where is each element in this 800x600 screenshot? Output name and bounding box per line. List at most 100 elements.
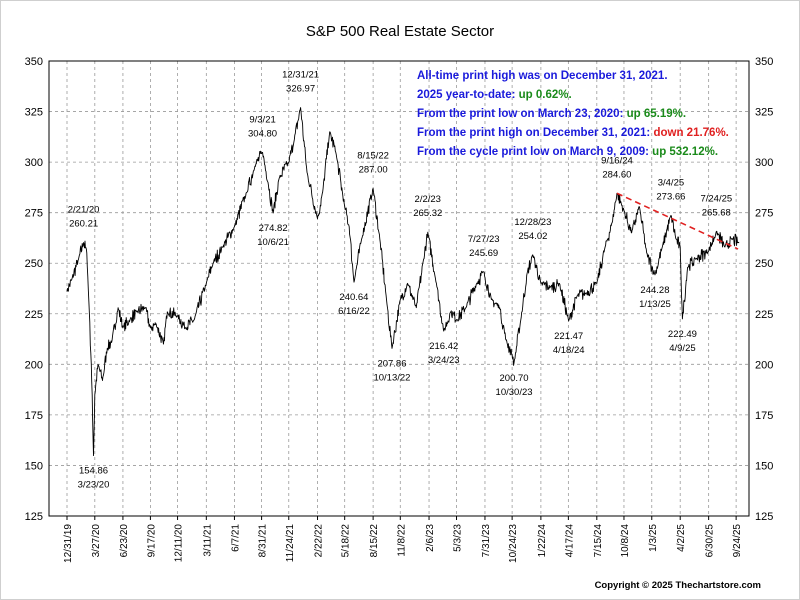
y-tick-label-left: 150: [25, 460, 43, 472]
x-tick-label: 7/15/24: [593, 524, 604, 558]
annotation-value: 240.64: [339, 292, 368, 303]
x-tick-label: 6/7/21: [230, 524, 241, 552]
annotation-value: 207.86: [377, 358, 406, 369]
annotation-value: 304.80: [248, 128, 277, 139]
annotation-date: 6/16/22: [338, 306, 370, 317]
y-tick-label-right: 225: [755, 309, 773, 321]
annotation-value: 222.49: [668, 329, 697, 340]
x-tick-label: 1/3/25: [648, 524, 659, 552]
x-tick-label: 5/3/23: [453, 524, 464, 552]
annotation-date: 10/30/23: [496, 387, 533, 398]
annotation-value: 154.86: [79, 466, 108, 477]
annotation-date: 3/23/20: [78, 480, 110, 491]
annotation-date: 12/31/21: [282, 70, 319, 81]
note-segment: down 21.76%.: [653, 127, 728, 139]
plot-frame: [48, 60, 750, 517]
x-tick-label: 8/15/22: [369, 524, 380, 558]
annotation-value: 284.60: [602, 169, 631, 180]
x-tick-label: 7/31/23: [481, 524, 492, 558]
annotation-date: 3/4/25: [658, 177, 684, 188]
y-tick-label-left: 125: [25, 511, 43, 523]
x-tick-label: 2/22/22: [314, 524, 325, 558]
x-tick-label: 9/17/20: [146, 524, 157, 558]
y-tick-label-right: 150: [755, 460, 773, 472]
x-tick-label: 1/22/24: [537, 524, 548, 558]
x-tick-label: 3/11/21: [202, 524, 213, 557]
grid-layer: [49, 61, 749, 516]
annotation-value: 216.42: [429, 341, 458, 352]
y-tick-label-right: 125: [755, 511, 773, 523]
annotation-date: 2/21/20: [68, 205, 100, 216]
y-tick-label-left: 325: [25, 107, 43, 119]
annotation-date: 4/9/25: [669, 343, 695, 354]
axis-layer: 125 125 150 150 175 175 200 200 225 225 250 250 275 2…: [25, 56, 774, 563]
annotation-date: 10/6/21: [257, 237, 289, 248]
annotation-value: 273.66: [656, 191, 685, 202]
annotation-value: 254.02: [518, 231, 547, 242]
note-line: From the cycle print low on March 9, 200…: [417, 146, 718, 158]
note-segment: 2025 year-to-date:: [417, 89, 519, 101]
note-segment: up 65.19%.: [627, 108, 686, 120]
annotation-layer: 2/21/20 260.21 154.86 3/23/20 9/3/21 304.80 27…: [68, 70, 732, 491]
annotation-value: 221.47: [554, 331, 583, 342]
annotation-date: 8/15/22: [357, 150, 389, 161]
note-segment: From the cycle print low on March 9, 200…: [417, 146, 652, 158]
annotation-value: 200.70: [500, 373, 529, 384]
y-tick-label-left: 300: [25, 157, 43, 169]
x-tick-label: 6/30/25: [705, 524, 716, 558]
annotation-value: 265.68: [702, 208, 731, 219]
y-tick-label-left: 175: [25, 410, 43, 422]
note-segment: All-time print high was on December 31, …: [417, 70, 668, 82]
x-tick-label: 2/6/23: [425, 524, 436, 552]
annotation-date: 9/16/24: [601, 155, 633, 166]
annotation-date: 7/27/23: [468, 234, 500, 245]
annotation-value: 244.28: [640, 285, 669, 296]
annotation-date: 9/3/21: [249, 114, 275, 125]
annotation-value: 265.32: [413, 208, 442, 219]
x-tick-label: 8/31/21: [258, 524, 269, 558]
annotation-value: 260.21: [69, 219, 98, 230]
y-tick-label-left: 275: [25, 208, 43, 220]
y-tick-label-left: 225: [25, 309, 43, 321]
note-segment: up 0.62%.: [519, 89, 572, 101]
price-series-line: [66, 107, 740, 457]
notes-layer: All-time print high was on December 31, …: [417, 70, 729, 158]
copyright-text: Copyright © 2025 Thechartstore.com: [595, 580, 761, 591]
x-tick-label: 9/24/25: [732, 524, 743, 558]
chart-title: S&P 500 Real Estate Sector: [306, 23, 494, 40]
annotation-date: 1/13/25: [639, 299, 671, 310]
x-tick-label: 11/24/21: [285, 524, 296, 563]
annotation-value: 274.82: [259, 223, 288, 234]
x-tick-label: 12/31/19: [63, 524, 74, 563]
y-tick-label-right: 275: [755, 208, 773, 220]
annotation-date: 3/24/23: [428, 355, 460, 366]
x-tick-label: 11/8/22: [396, 524, 407, 557]
x-tick-label: 6/23/20: [119, 524, 130, 558]
trendline: [616, 192, 739, 250]
y-tick-label-right: 300: [755, 157, 773, 169]
note-line: From the print high on December 31, 2021…: [417, 127, 729, 139]
x-tick-label: 4/2/25: [676, 524, 687, 552]
y-tick-label-right: 350: [755, 56, 773, 68]
annotation-date: 10/13/22: [373, 372, 410, 383]
note-segment: From the print low on March 23, 2020:: [417, 108, 627, 120]
annotation-date: 12/28/23: [514, 217, 551, 228]
annotation-value: 245.69: [469, 248, 498, 259]
annotation-value: 287.00: [359, 164, 388, 175]
x-tick-label: 12/11/20: [174, 524, 185, 563]
annotation-date: 4/18/24: [553, 345, 585, 356]
y-tick-label-right: 250: [755, 258, 773, 270]
y-tick-label-left: 200: [25, 359, 43, 371]
note-segment: up 532.12%.: [652, 146, 718, 158]
y-tick-label-left: 250: [25, 258, 43, 270]
annotation-value: 326.97: [286, 84, 315, 95]
x-tick-label: 10/24/23: [508, 524, 519, 563]
annotation-date: 7/24/25: [700, 194, 732, 205]
y-tick-label-right: 200: [755, 359, 773, 371]
trendline-layer: [616, 192, 739, 250]
y-tick-label-left: 350: [25, 56, 43, 68]
y-tick-label-right: 325: [755, 107, 773, 119]
annotation-date: 2/2/23: [415, 194, 441, 205]
